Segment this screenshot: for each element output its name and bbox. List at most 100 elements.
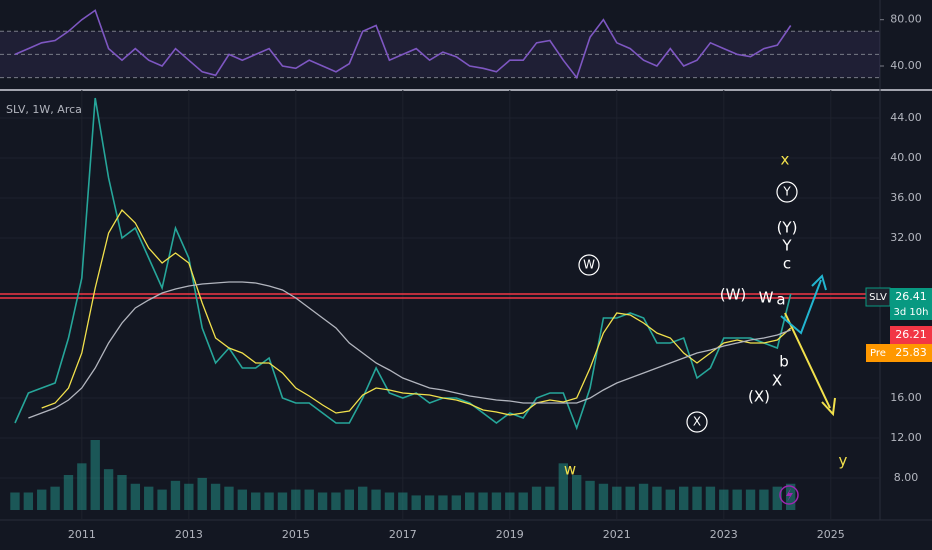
alert-bolt	[786, 488, 793, 502]
volume-bar	[785, 483, 796, 510]
volume-bar	[237, 489, 248, 510]
volume-bar	[531, 486, 542, 510]
volume-bar	[759, 489, 769, 510]
y-tick-label: 12.00	[890, 431, 922, 444]
wave-label: y	[839, 452, 848, 470]
volume-bar	[130, 483, 141, 510]
volume-bar	[692, 486, 702, 510]
volume-bar	[518, 492, 528, 510]
volume-bar	[478, 492, 488, 510]
wave-label: a	[776, 291, 785, 309]
volume-bar	[291, 489, 301, 510]
volume-bar	[63, 475, 74, 510]
wave-label: W	[583, 258, 595, 272]
volume-bar	[184, 483, 194, 510]
symbol-label: SLV	[869, 292, 887, 303]
pre-price-box	[890, 344, 932, 362]
volume-bar	[638, 483, 649, 510]
wave-label: (X)	[748, 388, 770, 406]
volume-bar	[358, 486, 368, 510]
wave-label: Y	[781, 237, 792, 255]
forecast-arrows	[780, 274, 836, 417]
series-line	[41, 208, 792, 416]
wave-circle	[578, 254, 600, 276]
volume-bar	[665, 489, 675, 510]
wave-label: W	[759, 289, 774, 307]
x-tick-label: 2011	[68, 528, 96, 541]
volume-bar	[652, 486, 662, 510]
up-arrow	[780, 279, 822, 335]
down-arrow	[784, 312, 831, 409]
volume-bar	[678, 486, 689, 510]
y-tick-label: 40.00	[890, 59, 922, 72]
volume-bar	[317, 492, 328, 510]
volume-bar	[625, 486, 635, 510]
volume-bar	[23, 492, 34, 510]
x-tick-label: 2013	[175, 528, 203, 541]
countdown: 3d 10h	[894, 307, 929, 318]
volume-bar	[424, 495, 435, 510]
wave-label: Y	[782, 185, 791, 199]
wave-label: b	[779, 353, 789, 371]
y-tick-label: 8.00	[894, 471, 919, 484]
wave-circle	[776, 181, 798, 203]
volume-bar	[371, 489, 381, 510]
chart-title: SLV, 1W, Arca	[6, 103, 82, 116]
prev-price: 26.21	[895, 328, 927, 341]
volume-bar	[438, 495, 448, 510]
volume-bar	[10, 492, 20, 510]
volume-bar	[37, 489, 47, 510]
volume-bar	[705, 486, 716, 510]
y-tick-label: 16.00	[890, 391, 922, 404]
alert-icon	[779, 485, 799, 505]
volume-bar	[585, 480, 595, 510]
x-tick-label: 2025	[817, 528, 845, 541]
volume-bar	[224, 486, 234, 510]
volume-bar	[144, 486, 154, 510]
x-tick-label: 2017	[389, 528, 417, 541]
wave-circle	[686, 411, 708, 433]
volume-bar	[277, 492, 288, 510]
volume-bar	[90, 440, 100, 510]
y-tick-label: 80.00	[890, 13, 922, 26]
prev-price-box	[890, 326, 932, 344]
volume-bar	[77, 463, 87, 510]
x-tick-label: 2019	[496, 528, 524, 541]
series-line	[14, 9, 792, 80]
volume-bar	[170, 480, 181, 510]
pre-price: 25.83	[895, 346, 927, 359]
wave-label: X	[772, 372, 782, 390]
volume-bar	[598, 483, 609, 510]
volume-bar	[398, 492, 408, 510]
volume-bar	[491, 492, 502, 510]
last-price: 26.41	[895, 290, 927, 303]
x-tick-label: 2021	[603, 528, 631, 541]
pre-box	[866, 344, 890, 362]
volume-bar	[157, 489, 167, 510]
volume-bar	[572, 475, 582, 510]
x-tick-label: 2015	[282, 528, 310, 541]
volume-bar	[732, 489, 742, 510]
price-labels: SLV 26.41 3d 10h 26.21 Pre 25.83	[865, 287, 932, 362]
wave-label: (Y)	[777, 219, 798, 237]
volume-bar	[210, 483, 221, 510]
y-tick-label: 36.00	[890, 191, 922, 204]
wave-label: x	[781, 151, 790, 169]
alert-circle	[779, 485, 799, 505]
volume-bar	[304, 489, 314, 510]
volume-bar	[103, 469, 114, 510]
volume-bar	[558, 463, 568, 510]
volume-bar	[505, 492, 515, 510]
series-line	[28, 281, 791, 419]
volume-bar	[331, 492, 341, 510]
volume-bar	[772, 486, 782, 510]
x-tick-label: 2023	[710, 528, 738, 541]
volume-bar	[50, 486, 60, 510]
y-tick-label: 32.00	[890, 231, 922, 244]
volume-bar	[384, 492, 395, 510]
last-price-box	[890, 288, 932, 320]
volume-bar	[344, 489, 355, 510]
